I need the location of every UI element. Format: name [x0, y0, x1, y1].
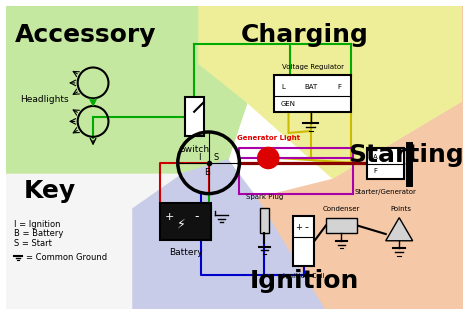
Text: -: -: [305, 222, 309, 232]
Text: F: F: [337, 84, 341, 90]
Text: -: -: [195, 210, 199, 223]
Text: S = Start: S = Start: [14, 239, 52, 248]
Text: GEN: GEN: [281, 101, 296, 107]
Text: Headlights: Headlights: [20, 95, 69, 104]
Polygon shape: [386, 218, 413, 241]
Circle shape: [258, 147, 279, 169]
Text: = Common Ground: = Common Ground: [26, 253, 107, 262]
Text: Key: Key: [24, 179, 76, 203]
FancyBboxPatch shape: [184, 97, 204, 136]
Text: Generator Light: Generator Light: [237, 135, 300, 141]
Text: Starter/Generator: Starter/Generator: [355, 189, 417, 195]
FancyBboxPatch shape: [260, 208, 269, 233]
Text: Condenser: Condenser: [323, 206, 360, 212]
Text: Accessory: Accessory: [15, 23, 156, 47]
Polygon shape: [132, 160, 324, 309]
Text: Switch: Switch: [179, 146, 209, 154]
Polygon shape: [199, 6, 463, 179]
Polygon shape: [257, 6, 463, 309]
Text: Points: Points: [391, 206, 411, 212]
Polygon shape: [7, 6, 247, 174]
Polygon shape: [7, 174, 180, 309]
Text: L: L: [282, 84, 286, 90]
FancyBboxPatch shape: [274, 75, 351, 112]
Text: ⚡: ⚡: [177, 218, 186, 231]
FancyBboxPatch shape: [293, 216, 314, 266]
Text: Voltage Regulator: Voltage Regulator: [282, 64, 344, 70]
FancyBboxPatch shape: [161, 203, 210, 240]
Text: Ignition Coil: Ignition Coil: [283, 272, 325, 278]
Text: I = Ignition: I = Ignition: [14, 220, 61, 229]
Text: +: +: [296, 223, 302, 232]
Text: I: I: [198, 153, 200, 163]
Text: B = Battery: B = Battery: [14, 229, 64, 238]
Text: A: A: [373, 154, 378, 160]
Text: Starting: Starting: [348, 143, 464, 167]
Text: Spark Plug: Spark Plug: [246, 194, 283, 200]
Text: F: F: [373, 169, 377, 175]
FancyBboxPatch shape: [326, 218, 357, 233]
Text: S: S: [214, 153, 219, 163]
Text: BAT: BAT: [304, 84, 317, 90]
Text: Charging: Charging: [241, 23, 369, 47]
FancyBboxPatch shape: [367, 148, 404, 179]
Text: Ignition: Ignition: [250, 269, 360, 293]
Text: B: B: [204, 168, 210, 177]
Text: Battery: Battery: [169, 248, 202, 256]
Text: +: +: [164, 212, 174, 222]
